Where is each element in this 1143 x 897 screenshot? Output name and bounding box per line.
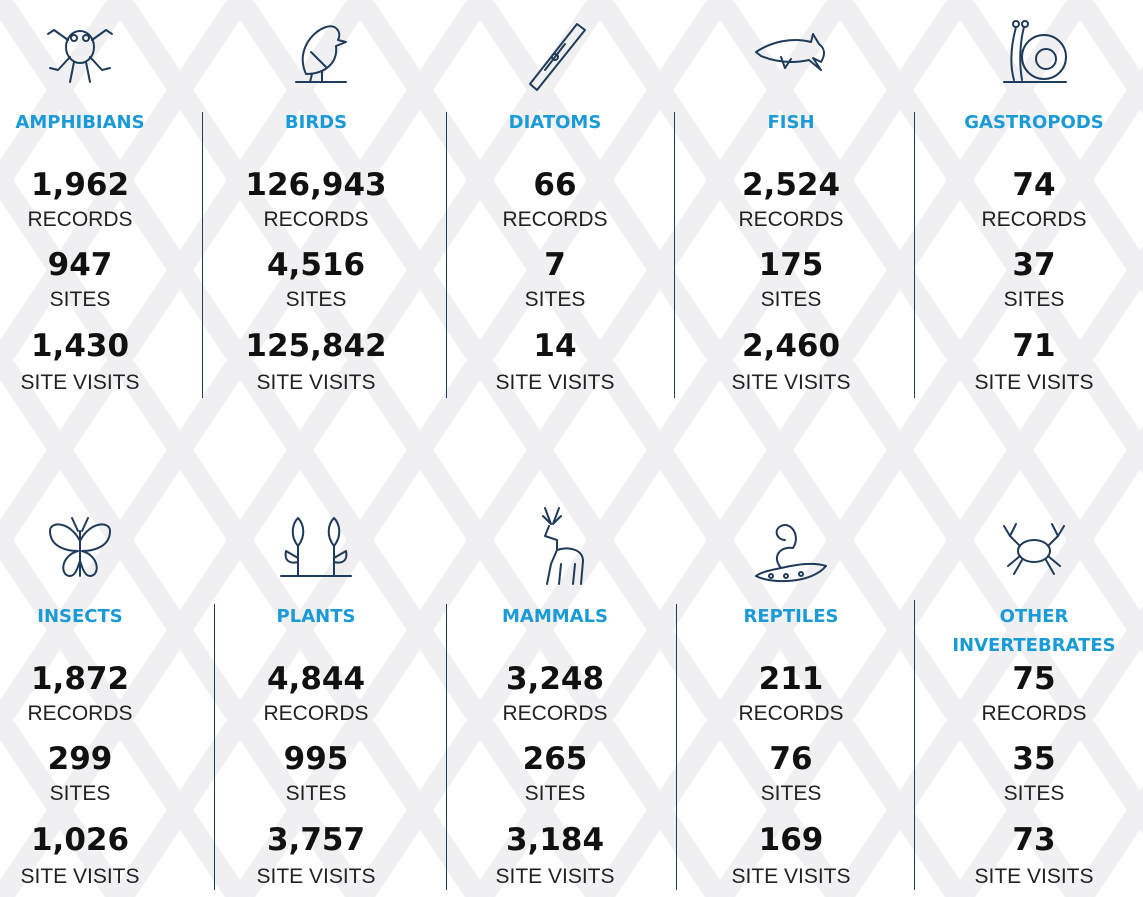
stat-value: 75 — [1012, 661, 1056, 697]
stat-label: RECORDS — [263, 702, 369, 725]
stat-label: RECORDS — [263, 208, 369, 231]
taxon-name: REPTILES — [743, 606, 839, 627]
stat-label: SITES — [760, 288, 822, 311]
stat-label: SITE VISITS — [731, 865, 851, 888]
stat-label: SITES — [285, 782, 347, 805]
stat-label: SITES — [524, 288, 586, 311]
taxon-icon — [47, 29, 113, 83]
stat-label: SITE VISITS — [20, 371, 140, 394]
stat-label: SITES — [49, 782, 111, 805]
taxon-icon — [280, 517, 352, 577]
stat-value: 2,524 — [741, 167, 841, 203]
stat-label: RECORDS — [738, 702, 844, 725]
taxon-icon — [529, 23, 586, 91]
stat-label: RECORDS — [27, 208, 133, 231]
taxon-icon — [49, 517, 111, 577]
stat-label: SITES — [49, 288, 111, 311]
stat-value: 211 — [758, 661, 824, 697]
stat-label: SITE VISITS — [731, 371, 851, 394]
stat-label: RECORDS — [502, 702, 608, 725]
divider — [914, 600, 915, 890]
stat-value: 265 — [522, 741, 588, 777]
stat-label: SITES — [1003, 288, 1065, 311]
stat-value: 126,943 — [245, 167, 387, 203]
stat-value: 66 — [533, 167, 577, 203]
stat-label: SITES — [285, 288, 347, 311]
stat-value: 169 — [758, 822, 824, 858]
stat-value: 3,184 — [505, 822, 605, 858]
taxon-icon — [542, 507, 584, 585]
stat-label: RECORDS — [502, 208, 608, 231]
divider — [914, 112, 915, 398]
taxon-name: PLANTS — [276, 606, 356, 627]
stat-label: SITES — [760, 782, 822, 805]
stat-value: 125,842 — [245, 328, 387, 364]
stat-value: 299 — [47, 741, 113, 777]
divider — [676, 604, 677, 890]
stat-value: 4,516 — [266, 247, 366, 283]
stat-value: 3,757 — [266, 822, 366, 858]
taxon-icon — [295, 25, 347, 83]
stat-value: 1,872 — [30, 661, 130, 697]
taxon-icon — [1003, 20, 1067, 83]
stat-value: 995 — [283, 741, 349, 777]
taxon-icon — [755, 524, 827, 583]
stat-value: 4,844 — [266, 661, 366, 697]
stat-label: SITE VISITS — [256, 865, 376, 888]
stat-value: 71 — [1012, 328, 1056, 364]
stat-value: 1,026 — [30, 822, 130, 858]
stat-value: 947 — [47, 247, 113, 283]
stat-label: SITE VISITS — [974, 865, 1094, 888]
stat-label: SITE VISITS — [256, 371, 376, 394]
stat-value: 35 — [1012, 741, 1056, 777]
stat-label: RECORDS — [981, 702, 1087, 725]
stat-value: 3,248 — [505, 661, 605, 697]
divider — [214, 604, 215, 890]
stat-label: RECORDS — [981, 208, 1087, 231]
stat-label: SITES — [524, 782, 586, 805]
stat-value: 14 — [533, 328, 577, 364]
stat-label: SITE VISITS — [20, 865, 140, 888]
divider — [674, 112, 675, 398]
stat-value: 76 — [769, 741, 813, 777]
stat-value: 1,430 — [30, 328, 130, 364]
taxon-name: FISH — [767, 112, 815, 133]
taxon-name: BIRDS — [284, 112, 348, 133]
taxon-name: OTHER INVERTEBRATES — [952, 606, 1116, 656]
stat-label: SITE VISITS — [495, 865, 615, 888]
taxon-name: INSECTS — [37, 606, 123, 627]
taxon-icon — [1003, 523, 1065, 575]
stat-label: SITES — [1003, 782, 1065, 805]
taxon-name: GASTROPODS — [964, 112, 1104, 133]
stat-label: RECORDS — [27, 702, 133, 725]
divider — [202, 112, 203, 398]
stat-label: RECORDS — [738, 208, 844, 231]
divider — [446, 604, 447, 890]
taxon-name: AMPHIBIANS — [15, 112, 145, 133]
stat-label: SITE VISITS — [974, 371, 1094, 394]
divider — [446, 112, 447, 398]
taxon-icon — [755, 33, 826, 71]
stat-label: SITE VISITS — [495, 371, 615, 394]
stat-value: 1,962 — [30, 167, 130, 203]
taxon-name: MAMMALS — [501, 606, 609, 627]
stat-value: 175 — [758, 247, 824, 283]
taxon-name: DIATOMS — [508, 112, 602, 133]
stat-value: 37 — [1012, 247, 1056, 283]
stat-value: 74 — [1012, 167, 1056, 203]
stat-value: 2,460 — [741, 328, 841, 364]
stat-value: 7 — [544, 247, 566, 283]
stat-value: 73 — [1012, 822, 1056, 858]
